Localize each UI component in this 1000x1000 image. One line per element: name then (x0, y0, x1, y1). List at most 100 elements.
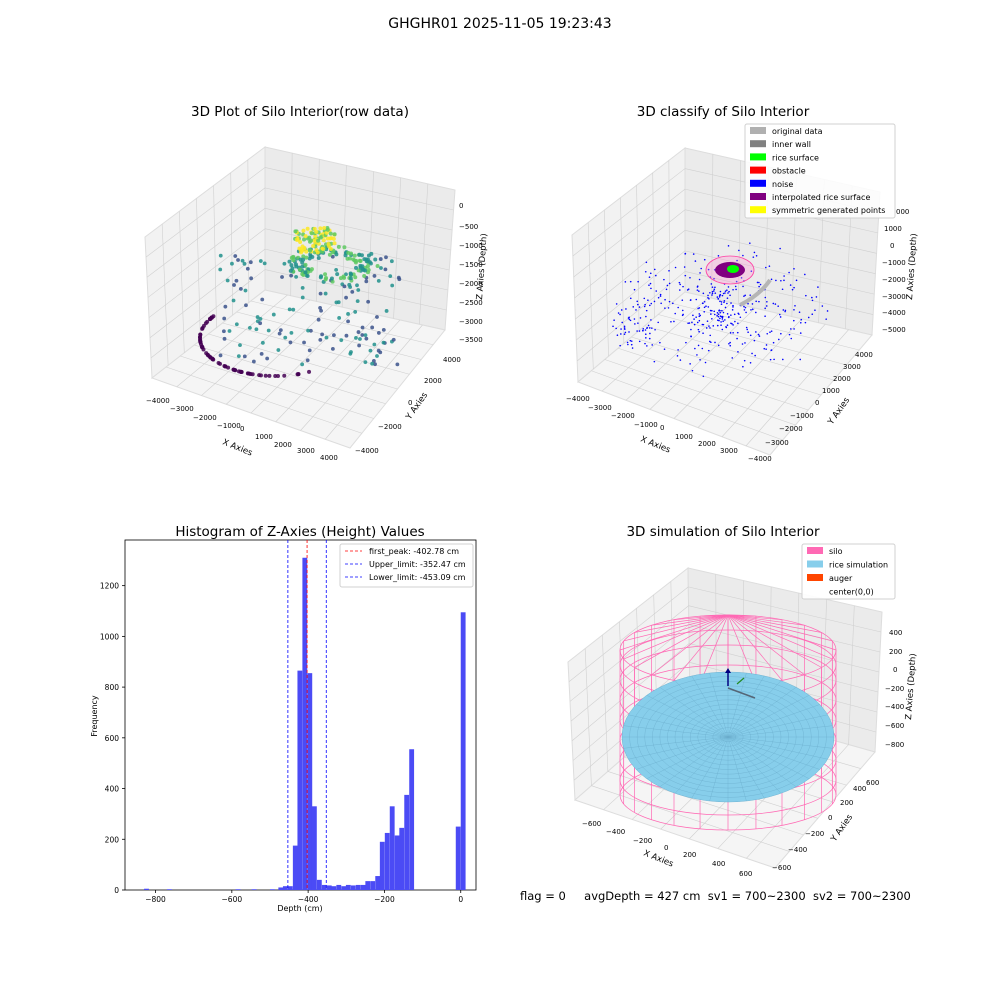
plot2-noise-point (698, 307, 701, 309)
plot4-auger-arrow (736, 677, 745, 685)
plot1-ytick: 4000 (443, 356, 461, 364)
gridline (250, 309, 356, 414)
plot2-noise-point (788, 271, 790, 274)
plot1-floor-pane (150, 289, 446, 449)
plot1-point (260, 297, 265, 302)
plot1-point (348, 351, 353, 356)
plot1-point (330, 346, 335, 351)
plot2-ztick: −3000 (882, 293, 906, 301)
plot2-legend-swatch (750, 140, 766, 148)
gridline (711, 154, 714, 299)
plot2-noise-point (755, 254, 758, 257)
plot2-noise-point (649, 304, 651, 307)
plot2-noise-point (693, 318, 695, 320)
histogram-bar (455, 826, 461, 890)
plot2-noise-point (708, 325, 710, 327)
plot2-noise-point (805, 294, 807, 297)
plot2-noise-point (689, 276, 691, 279)
plot2-ytick: −1000 (790, 412, 814, 420)
plot2-noise-point (644, 303, 646, 306)
plot1-point (233, 254, 238, 258)
plot2-noise-point (668, 269, 670, 272)
plot1-point (218, 267, 223, 272)
plot2-noise-point (714, 292, 717, 294)
silo-roof-rib (623, 614, 729, 660)
gridline (325, 324, 423, 440)
plot2-noise-point (717, 297, 719, 300)
plot4-ytick: 400 (853, 785, 866, 793)
plot1-point (306, 328, 310, 333)
plot2-legend-label: symmetric generated points (772, 206, 885, 215)
plot2-noise-point (676, 355, 679, 357)
plot1-point (337, 316, 342, 320)
plot1-point (320, 246, 325, 251)
silo-roof-rib (727, 614, 805, 626)
plot1-point (364, 336, 369, 341)
histogram-bar (316, 879, 322, 890)
gridline (684, 229, 876, 275)
gridline (591, 785, 790, 852)
plot2-noise-point (766, 332, 769, 335)
plot1-point (218, 353, 223, 358)
plot2-noise-point (723, 300, 726, 302)
histogram-ytick-label: 0 (114, 886, 119, 895)
plot2-noise-point (769, 331, 771, 333)
plot1-point (288, 340, 293, 345)
plot1-point (375, 354, 379, 358)
plot1-point (355, 283, 359, 288)
plot1-point (310, 255, 315, 260)
plot2-noise-point (717, 315, 720, 318)
plot1-ytick: 2000 (424, 377, 442, 385)
plot2-noise-point (702, 332, 704, 335)
plot2-noise-point (719, 300, 721, 303)
plot2-xtick: −2000 (611, 412, 635, 420)
plot2-noise-point (811, 296, 813, 299)
plot2-noise-point (693, 323, 696, 326)
silo-roof-rib (699, 614, 729, 684)
plot2-noise-point (616, 334, 619, 337)
plot2-noise-point (757, 333, 760, 336)
plot2-noise-point (765, 344, 768, 346)
plot1-point (359, 253, 364, 258)
plot2-noise-point (770, 278, 773, 281)
plot2-noise-point (758, 335, 761, 337)
plot2-xtick: −1000 (634, 421, 658, 429)
plot4-legend-swatch (807, 547, 823, 554)
gridline (636, 185, 640, 331)
plot2-ytick: 0 (815, 399, 819, 407)
plot2-noise-point (703, 258, 706, 261)
plot1-point (265, 356, 270, 361)
gridline (571, 643, 690, 742)
plot2-ytick: 2000 (833, 375, 851, 383)
gridline (652, 172, 655, 318)
plot2-ytick: 3000 (843, 363, 861, 371)
plot2-noise-point (724, 290, 727, 292)
plot1-point (200, 326, 205, 331)
plot1-point (258, 259, 263, 263)
plot3-ylabel: Frequency (90, 695, 99, 737)
gridline (147, 208, 266, 298)
plot2-noise-point (753, 251, 756, 254)
plot1-point (315, 250, 320, 255)
histogram-bar (360, 884, 366, 890)
plot1-point (390, 283, 395, 288)
histogram-xtick-label: 0 (458, 895, 463, 904)
plot2-noise-point (646, 327, 649, 329)
plot2-noise-point (719, 290, 722, 293)
figure-title: GHGHR01 2025-11-05 19:23:43 (388, 16, 612, 32)
plot2-noise-point (659, 295, 662, 297)
silo-roof-rib (634, 614, 729, 633)
plot1-point (331, 236, 336, 241)
plot1-point (354, 258, 359, 263)
plot1-point (198, 335, 203, 340)
plot1-point (231, 298, 236, 303)
plot2-noise-point (651, 327, 653, 329)
plot2-noise-point (729, 294, 731, 297)
plot1-point (275, 373, 280, 378)
gridline (697, 318, 803, 428)
plot1-ztick: −3000 (459, 318, 483, 326)
plot1-point (207, 317, 212, 322)
plot1-point (379, 266, 383, 270)
plot2-noise-point (623, 327, 626, 329)
silo-roof-rib (623, 614, 729, 642)
